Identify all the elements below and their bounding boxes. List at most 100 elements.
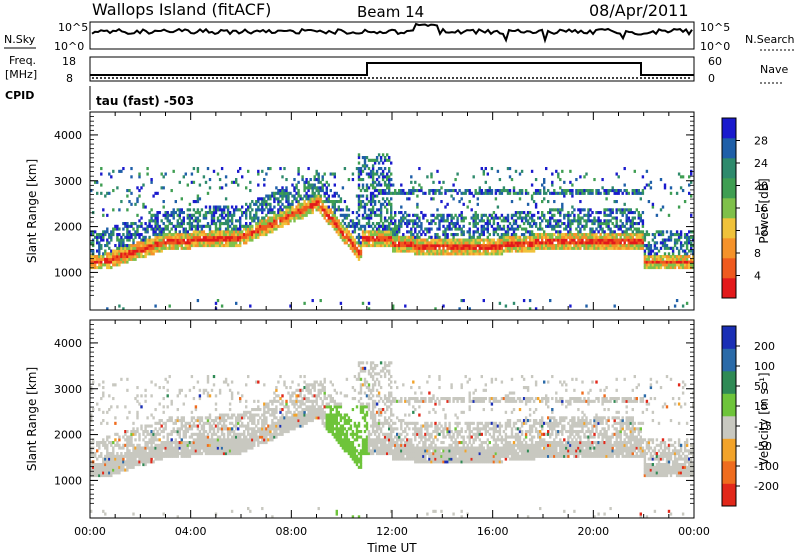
data-cell-129 xyxy=(110,465,113,469)
data-cell-812 xyxy=(222,435,226,439)
data-cell-763 xyxy=(216,244,220,248)
data-cell-216 xyxy=(126,465,129,469)
data-cell-730 xyxy=(210,219,214,223)
data-cell-2807 xyxy=(530,224,534,228)
data-cell-2370 xyxy=(464,249,467,253)
data-cell-300 xyxy=(138,189,141,193)
data-cell-1382 xyxy=(325,211,328,215)
data-cell-495 xyxy=(170,419,173,423)
data-cell-323 xyxy=(142,449,145,453)
data-cell-718 xyxy=(208,211,212,215)
data-cell-2305 xyxy=(454,241,457,245)
data-cell-2860 xyxy=(539,216,542,220)
data-cell-1002 xyxy=(251,408,254,412)
data-cell-987 xyxy=(249,416,252,420)
data-cell-555 xyxy=(180,208,183,212)
data-cell-1631 xyxy=(363,167,367,171)
data-cell-3228 xyxy=(597,230,600,234)
data-cell-3095 xyxy=(577,244,580,248)
data-cell-731 xyxy=(210,443,214,447)
data-cell-1266 xyxy=(303,194,306,198)
data-cell-2330 xyxy=(458,246,461,250)
data-cell-580 xyxy=(184,394,187,398)
data-cell-522 xyxy=(176,244,179,248)
data-cell-826 xyxy=(224,183,228,187)
data-cell-278 xyxy=(134,432,137,436)
data-cell-2491 xyxy=(482,230,485,234)
data-cell-848 xyxy=(228,446,232,450)
data-cell-1922 xyxy=(394,224,397,228)
data-cell-102 xyxy=(108,263,111,267)
data-cell-2683 xyxy=(512,246,516,250)
data-cell-3731 xyxy=(681,175,685,179)
data-cell-3238 xyxy=(599,241,602,245)
data-cell-2079 xyxy=(418,241,421,245)
data-cell-224 xyxy=(126,443,129,447)
data-cell-1115 xyxy=(275,191,278,195)
data-cell-2051 xyxy=(414,235,417,239)
data-cell-2858 xyxy=(539,224,542,228)
data-cell-2672 xyxy=(510,241,514,245)
data-cell-506 xyxy=(172,421,175,425)
data-cell-2511 xyxy=(486,252,489,256)
data-cell-472 xyxy=(166,219,169,223)
data-cell-2755 xyxy=(522,235,526,239)
data-cell-1393 xyxy=(327,216,330,220)
data-cell-3489 xyxy=(637,213,640,217)
data-cell-1081 xyxy=(269,205,272,209)
data-cell-66 xyxy=(100,172,103,176)
data-cell-242 xyxy=(128,435,131,439)
data-cell-701 xyxy=(206,446,210,450)
data-cell-1730 xyxy=(373,186,377,190)
data-cell-2117 xyxy=(424,233,427,237)
data-cell-2635 xyxy=(504,235,508,239)
data-cell-3052 xyxy=(569,227,572,231)
data-cell-2637 xyxy=(504,230,508,234)
data-cell-350 xyxy=(148,249,151,253)
data-cell-1620 xyxy=(363,235,367,239)
data-cell-1513 xyxy=(349,233,353,237)
data-cell-162 xyxy=(118,255,121,259)
data-cell-2225 xyxy=(442,244,445,248)
data-cell-2525 xyxy=(486,189,489,193)
data-cell-767 xyxy=(216,452,220,456)
data-cell-1105 xyxy=(273,197,276,201)
data-cell-182 xyxy=(120,235,123,239)
data-cell-301 xyxy=(138,175,141,179)
data-cell-981 xyxy=(253,230,256,234)
data-cell-738 xyxy=(212,233,216,237)
data-cell-2312 xyxy=(454,189,457,193)
data-cell-2818 xyxy=(532,241,536,245)
data-cell-3552 xyxy=(647,233,651,237)
data-cell-553 xyxy=(180,219,183,223)
data-cell-297 xyxy=(138,224,141,228)
data-cell-151 xyxy=(114,471,117,475)
data-cell-1238 xyxy=(297,180,300,184)
data-cell-87 xyxy=(106,307,109,311)
data-cell-3193 xyxy=(591,233,594,237)
data-cell-2857 xyxy=(539,227,542,231)
data-cell-3141 xyxy=(583,227,586,231)
data-cell-1045 xyxy=(261,441,264,445)
data-cell-640 xyxy=(196,299,200,303)
data-cell-2390 xyxy=(468,246,471,250)
data-cell-1376 xyxy=(323,194,326,198)
data-cell-2618 xyxy=(502,244,506,248)
data-cell-376 xyxy=(150,430,153,434)
data-cell-3577 xyxy=(653,260,657,264)
data-cell-3441 xyxy=(631,246,634,250)
data-cell-1569 xyxy=(357,194,361,198)
data-cell-371 xyxy=(150,208,153,212)
data-cell-839 xyxy=(226,435,230,439)
data-cell-3304 xyxy=(609,235,612,239)
data-cell-600 xyxy=(190,452,194,456)
data-cell-248 xyxy=(130,222,133,226)
data-cell-2167 xyxy=(432,189,435,193)
data-cell-1510 xyxy=(349,241,353,245)
data-cell-3460 xyxy=(633,227,636,231)
data-cell-3235 xyxy=(597,189,600,193)
data-cell-789 xyxy=(218,416,222,420)
data-cell-2471 xyxy=(480,244,483,248)
data-cell-893 xyxy=(235,438,238,442)
data-cell-1035 xyxy=(261,169,264,173)
